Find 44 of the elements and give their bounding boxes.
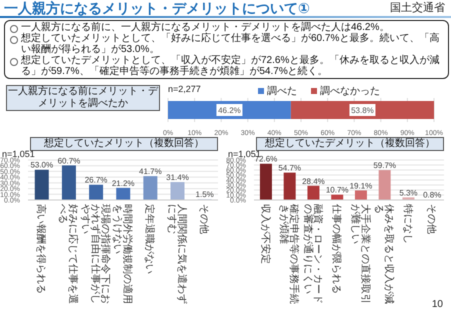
data-label: 26.7% (84, 176, 108, 185)
data-label: 60.7% (58, 156, 80, 166)
x-tick-label: 定年退職がない (144, 204, 156, 274)
chart-subtitle: n=2,277 (168, 84, 201, 94)
data-label: 10.7% (326, 186, 349, 195)
data-label: 21.2% (112, 178, 135, 188)
data-label: 53.0% (30, 160, 54, 170)
chart-title: 想定していたデメリット（複数回答） (265, 138, 435, 149)
data-label: 59.7% (373, 161, 396, 170)
text: 一人親方になる前にメリット・デメリットを調べたか (6, 85, 160, 111)
data-label: 19.1% (350, 181, 372, 190)
data-label: 54.7% (278, 164, 302, 173)
data-label: 1.5% (196, 190, 214, 200)
x-tick-label: 確定申告等の事務手続きが煩雑 (278, 203, 300, 304)
x-tick-label: 融資・ローン・カードの審査が通りにくい (302, 204, 324, 304)
text: 一人親方になるメリット・デメリットについて① (4, 0, 310, 16)
x-tick-label: 時間外労働規制の適用をうけない (112, 204, 134, 304)
text: 一人親方になる前に、一人親方になるメリット・デメリットを調べた人は46.2%。 (21, 22, 390, 33)
x-tick-label: 休みを取ると収入が減る (373, 204, 396, 304)
legend-label: 調べた (266, 84, 297, 98)
data-label: 46.2% (218, 106, 241, 115)
x-tick-label: その他 (198, 204, 210, 234)
x-tick-label: 特になし (402, 204, 414, 244)
x-tick-label: 大手企業との直接取引が難しい (349, 204, 372, 304)
text: 国土交通省 (390, 2, 445, 15)
x-tick-label: 収入が不安定 (259, 204, 272, 264)
legend-label: 調べなかった (319, 84, 380, 98)
x-tick-label: 人間関係に気を遣わずにすむ (166, 204, 188, 304)
x-tick-label: その他 (426, 204, 438, 234)
data-label: 0.8% (423, 190, 442, 200)
text: 想定していたメリットとして、「好みに応じて仕事を選べる」が60.7%と最多。続いて、「高い報酬が得られる」が53.0%。 (21, 33, 440, 55)
chart-title: 想定していたメリット（複数回答） (44, 138, 204, 149)
x-tick-label: 好みに応じて仕事を選べる (57, 204, 80, 304)
chart-subtitle: n=1,051 (2, 149, 35, 159)
data-label: 28.4% (302, 176, 325, 186)
text: 想定していたデメリットとして、「収入が不安定」が72.6%と最多。「休みを取ると収入が減る」が59.7%、「確定申告等の事務手続きが煩雑」が54.7%と続く。 (21, 55, 440, 77)
data-label: 41.7% (139, 167, 162, 176)
x-tick-label: 高い報酬を得られる (35, 204, 48, 294)
data-label: 5.3% (399, 188, 418, 198)
data-label: 31.4% (166, 173, 189, 182)
data-label: 53.8% (351, 106, 374, 115)
x-tick-label: 現場の指揮命令下におかれず自由に仕事がしやすい (79, 204, 112, 304)
text: 10 (432, 299, 443, 310)
x-tick-label: 仕事の幅が限られる (330, 204, 343, 294)
